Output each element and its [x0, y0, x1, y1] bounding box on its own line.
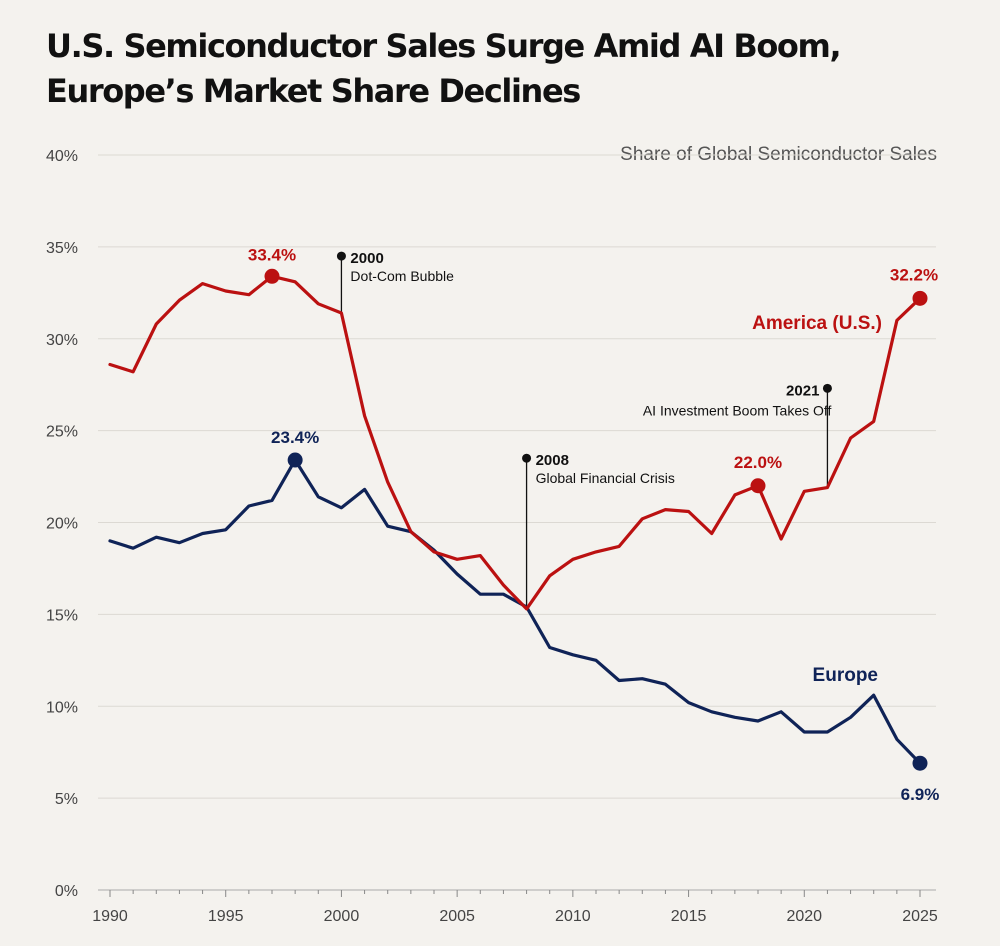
chart-title-line-2: Europe’s Market Share Declines [46, 72, 581, 110]
value-labels: 33.4% 22.0% 32.2% 23.4% 6.9% America (U.S.) Eu… [248, 245, 939, 804]
grid-lines [98, 154, 936, 799]
x-tick-label: 2015 [671, 908, 707, 925]
y-tick-label: 5% [55, 791, 78, 808]
x-tick-label: 2025 [902, 908, 938, 925]
annotation-year: 2021 [786, 382, 819, 399]
europe-series-label: Europe [813, 665, 878, 686]
europe-highlight-point [287, 452, 303, 468]
x-tick-label: 2005 [439, 908, 475, 925]
y-tick-label: 25% [46, 424, 78, 441]
america-value-label: 32.2% [890, 265, 938, 284]
series [108, 268, 928, 771]
annotation-marker [336, 251, 346, 261]
america-value-label: 22.0% [734, 453, 782, 472]
europe-value-label: 6.9% [901, 785, 940, 804]
annotation-marker [822, 383, 832, 393]
chart-title-line-1: U.S. Semiconductor Sales Surge Amid AI B… [46, 27, 842, 65]
y-tick-label: 10% [46, 699, 78, 716]
america-value-label: 33.4% [248, 245, 296, 264]
annotation-text: Global Financial Crisis [536, 470, 675, 486]
america-series-label: America (U.S.) [752, 313, 882, 334]
europe-value-label: 23.4% [271, 428, 319, 447]
y-tick-label: 30% [46, 332, 78, 349]
america-highlight-point [750, 478, 766, 494]
america-highlight-point [912, 290, 928, 306]
y-tick-label: 20% [46, 516, 78, 533]
america-highlight-point [264, 268, 280, 284]
europe-highlight-point [912, 755, 928, 771]
annotation-text: AI Investment Boom Takes Off [643, 402, 832, 418]
y-tick-label: 15% [46, 607, 78, 624]
annotation-year: 2000 [350, 250, 383, 267]
y-tick-label: 40% [46, 148, 78, 165]
x-tick-label: 2000 [324, 908, 360, 925]
y-tick-label: 0% [55, 883, 78, 900]
america-line [108, 274, 922, 611]
x-tick-label: 1990 [92, 908, 128, 925]
x-tick-label: 2020 [786, 908, 822, 925]
annotation-year: 2008 [536, 452, 569, 469]
annotation-marker [522, 453, 532, 463]
x-tick-label: 1995 [208, 908, 244, 925]
chart-title: U.S. Semiconductor Sales Surge Amid AI B… [46, 24, 946, 114]
annotation-text: Dot-Com Bubble [350, 268, 454, 284]
axes: 0%5%10%15%20%25%30%35%40%1990 1995 2000 200… [46, 148, 938, 925]
y-tick-label: 35% [46, 240, 78, 257]
europe-line [108, 458, 922, 765]
x-tick-label: 2010 [555, 908, 591, 925]
